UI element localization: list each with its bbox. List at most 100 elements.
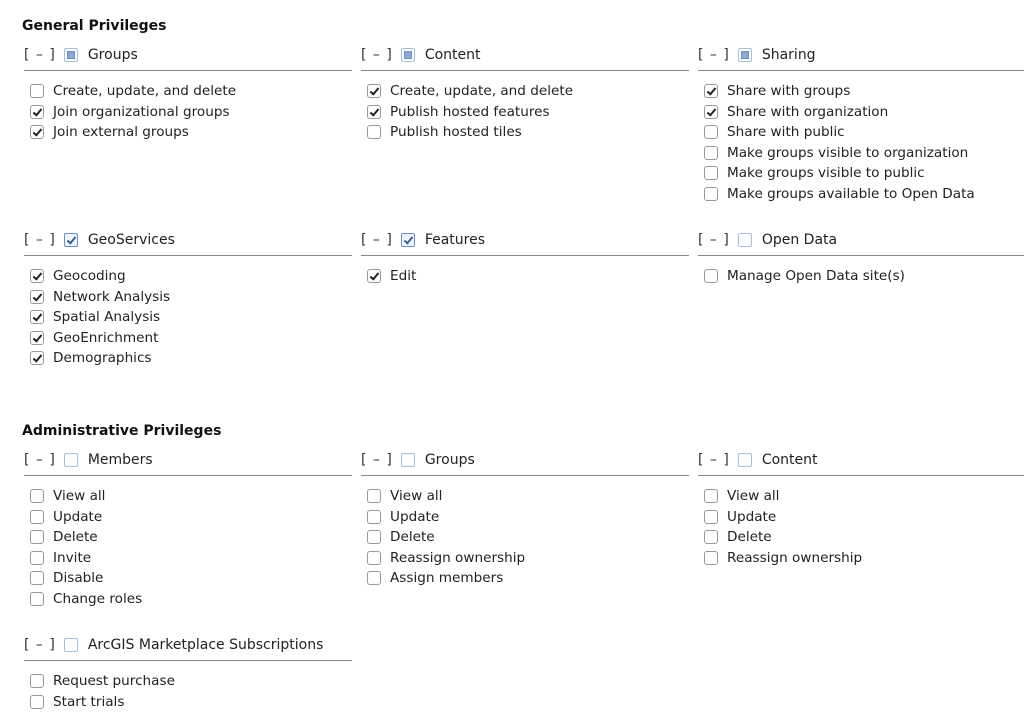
checkbox[interactable] xyxy=(30,550,44,565)
checkbox[interactable] xyxy=(367,84,381,99)
privilege-item[interactable]: Demographics xyxy=(24,348,352,369)
checkbox[interactable] xyxy=(367,269,381,284)
privilege-label: Share with public xyxy=(727,124,845,141)
group-checkbox[interactable] xyxy=(737,48,752,62)
privilege-item[interactable]: GeoEnrichment xyxy=(24,328,352,349)
privilege-label: Disable xyxy=(53,570,104,587)
collapse-toggle[interactable]: [ – ] xyxy=(24,637,56,653)
privilege-label: Update xyxy=(53,508,103,525)
checkbox[interactable] xyxy=(704,489,718,504)
privilege-item[interactable]: Share with groups xyxy=(698,81,1024,102)
privilege-item[interactable]: View all xyxy=(24,486,352,507)
collapse-toggle[interactable]: [ – ] xyxy=(698,452,730,468)
checkbox[interactable] xyxy=(30,530,44,545)
privilege-item[interactable]: Invite xyxy=(24,548,352,569)
privilege-item[interactable]: Publish hosted features xyxy=(361,102,689,123)
privilege-item[interactable]: Reassign ownership xyxy=(361,548,689,569)
privilege-item[interactable]: Delete xyxy=(24,527,352,548)
collapse-toggle[interactable]: [ – ] xyxy=(361,232,393,248)
checkbox[interactable] xyxy=(704,104,718,119)
collapse-toggle[interactable]: [ – ] xyxy=(698,232,730,248)
privilege-item[interactable]: Start trials xyxy=(24,692,352,713)
checkbox[interactable] xyxy=(30,571,44,586)
collapse-toggle[interactable]: [ – ] xyxy=(361,452,393,468)
group-label: GeoServices xyxy=(87,232,175,248)
privilege-item[interactable]: Create, update, and delete xyxy=(361,81,689,102)
checkbox[interactable] xyxy=(30,674,44,689)
collapse-toggle[interactable]: [ – ] xyxy=(698,47,730,63)
privilege-item[interactable]: View all xyxy=(361,486,689,507)
privilege-item[interactable]: Update xyxy=(361,507,689,528)
privilege-item[interactable]: Reassign ownership xyxy=(698,548,1024,569)
collapse-toggle[interactable]: [ – ] xyxy=(24,232,56,248)
privilege-item[interactable]: Change roles xyxy=(24,589,352,610)
checkbox[interactable] xyxy=(30,84,44,99)
checkbox[interactable] xyxy=(704,145,718,160)
checkbox[interactable] xyxy=(367,489,381,504)
privilege-group: [ – ] Groups Create, update, and delete Joi… xyxy=(24,44,352,143)
checkbox[interactable] xyxy=(367,550,381,565)
group-checkbox[interactable] xyxy=(737,233,752,247)
privilege-item[interactable]: Join organizational groups xyxy=(24,102,352,123)
privilege-item[interactable]: Delete xyxy=(698,527,1024,548)
group-checkbox[interactable] xyxy=(400,48,415,62)
privilege-item[interactable]: Publish hosted tiles xyxy=(361,122,689,143)
checkbox[interactable] xyxy=(704,550,718,565)
group-checkbox[interactable] xyxy=(63,638,78,652)
checkbox[interactable] xyxy=(367,104,381,119)
privilege-item[interactable]: Delete xyxy=(361,527,689,548)
privilege-item[interactable]: Join external groups xyxy=(24,122,352,143)
collapse-toggle[interactable]: [ – ] xyxy=(24,47,56,63)
collapse-toggle[interactable]: [ – ] xyxy=(24,452,56,468)
checkbox[interactable] xyxy=(704,269,718,284)
checkbox[interactable] xyxy=(704,166,718,181)
checkbox[interactable] xyxy=(704,125,718,140)
privilege-item[interactable]: Assign members xyxy=(361,568,689,589)
privilege-item[interactable]: Share with public xyxy=(698,122,1024,143)
privilege-item[interactable]: Share with organization xyxy=(698,102,1024,123)
checkbox[interactable] xyxy=(30,351,44,366)
checkbox[interactable] xyxy=(30,310,44,325)
privilege-item[interactable]: Make groups available to Open Data xyxy=(698,184,1024,205)
privilege-item[interactable]: Update xyxy=(24,507,352,528)
group-checkbox[interactable] xyxy=(737,453,752,467)
checkbox[interactable] xyxy=(367,571,381,586)
group-checkbox[interactable] xyxy=(400,453,415,467)
checkbox[interactable] xyxy=(30,591,44,606)
privilege-item[interactable]: Geocoding xyxy=(24,266,352,287)
privilege-item[interactable]: Make groups visible to public xyxy=(698,163,1024,184)
group-checkbox[interactable] xyxy=(63,48,78,62)
checkbox[interactable] xyxy=(704,186,718,201)
privilege-item[interactable]: Manage Open Data site(s) xyxy=(698,266,1024,287)
privilege-item[interactable]: Create, update, and delete xyxy=(24,81,352,102)
checkbox[interactable] xyxy=(30,489,44,504)
checkbox[interactable] xyxy=(30,289,44,304)
privilege-item[interactable]: Make groups visible to organization xyxy=(698,143,1024,164)
privilege-label: Share with organization xyxy=(727,103,889,120)
checkbox[interactable] xyxy=(367,530,381,545)
checkbox[interactable] xyxy=(704,84,718,99)
checkbox[interactable] xyxy=(367,125,381,140)
checkbox[interactable] xyxy=(30,104,44,119)
group-checkbox[interactable] xyxy=(400,233,415,247)
checkbox[interactable] xyxy=(30,269,44,284)
checkbox[interactable] xyxy=(30,509,44,524)
group-checkbox[interactable] xyxy=(63,233,78,247)
privilege-group: [ – ] Groups View all Update Delete Reassign … xyxy=(361,449,689,589)
collapse-toggle[interactable]: [ – ] xyxy=(361,47,393,63)
checkbox[interactable] xyxy=(367,509,381,524)
privilege-item[interactable]: Disable xyxy=(24,568,352,589)
checkbox[interactable] xyxy=(704,509,718,524)
privilege-item[interactable]: View all xyxy=(698,486,1024,507)
privilege-item[interactable]: Update xyxy=(698,507,1024,528)
checkbox[interactable] xyxy=(30,694,44,709)
privilege-list: Share with groups Share with organization… xyxy=(698,81,1024,204)
privilege-item[interactable]: Spatial Analysis xyxy=(24,307,352,328)
group-checkbox[interactable] xyxy=(63,453,78,467)
checkbox[interactable] xyxy=(30,125,44,140)
checkbox[interactable] xyxy=(704,530,718,545)
privilege-item[interactable]: Network Analysis xyxy=(24,287,352,308)
privilege-item[interactable]: Edit xyxy=(361,266,689,287)
privilege-item[interactable]: Request purchase xyxy=(24,671,352,692)
checkbox[interactable] xyxy=(30,330,44,345)
